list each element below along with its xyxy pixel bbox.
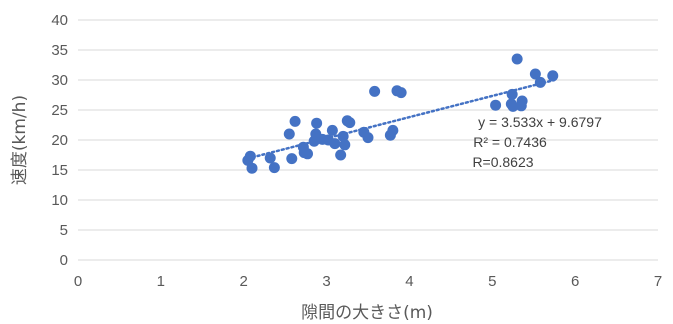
trendline-equation-label: R=0.8623 (472, 154, 533, 170)
data-point (511, 53, 523, 65)
trendline-labels: y = 3.533x + 9.6797 R² = 0.7436 R=0.8623 (472, 114, 602, 170)
data-point (339, 139, 351, 151)
data-point (335, 149, 347, 161)
data-point (268, 162, 280, 174)
data-points (242, 53, 559, 174)
y-tick-label: 40 (51, 12, 68, 29)
data-point (395, 87, 407, 99)
data-point (283, 128, 295, 140)
data-point (264, 152, 276, 164)
x-tick-label: 2 (240, 273, 248, 290)
data-point (344, 117, 356, 129)
data-point (289, 115, 301, 127)
data-point (244, 150, 256, 162)
data-point (506, 88, 518, 100)
x-tick-labels: 0 1 2 3 4 5 6 7 (74, 273, 662, 290)
y-tick-label: 20 (51, 132, 68, 149)
data-point (246, 162, 258, 174)
y-tick-label: 25 (51, 102, 68, 119)
y-tick-label: 35 (51, 42, 68, 59)
y-tick-label: 30 (51, 72, 68, 89)
data-point (507, 100, 519, 112)
trendline-equation-label: y = 3.533x + 9.6797 (478, 114, 602, 130)
x-tick-label: 5 (488, 273, 496, 290)
y-tick-label: 0 (60, 252, 68, 269)
data-point (534, 76, 546, 88)
x-tick-label: 0 (74, 273, 82, 290)
y-tick-label: 5 (60, 222, 68, 239)
data-point (369, 85, 381, 97)
x-tick-label: 1 (157, 273, 165, 290)
y-axis-title: 速度(km/h) (10, 95, 30, 185)
data-point (326, 124, 338, 136)
y-tick-label: 10 (51, 192, 68, 209)
data-point (362, 132, 374, 144)
data-point (286, 153, 298, 165)
y-tick-label: 15 (51, 162, 68, 179)
x-tick-label: 3 (322, 273, 330, 290)
x-tick-label: 6 (571, 273, 579, 290)
data-point (302, 148, 314, 160)
y-tick-labels: 0 5 10 15 20 25 30 35 40 (51, 12, 68, 269)
data-point (311, 117, 323, 129)
data-point (387, 124, 399, 136)
x-axis-title: 隙間の大きさ(m) (301, 303, 433, 323)
data-point (490, 99, 502, 111)
x-tick-label: 7 (654, 273, 662, 290)
x-tick-label: 4 (405, 273, 413, 290)
data-point (337, 130, 349, 142)
data-point (329, 138, 341, 150)
data-point (516, 95, 528, 107)
trendline-equation-label: R² = 0.7436 (473, 134, 547, 150)
data-point (529, 68, 541, 80)
data-point (547, 70, 559, 82)
